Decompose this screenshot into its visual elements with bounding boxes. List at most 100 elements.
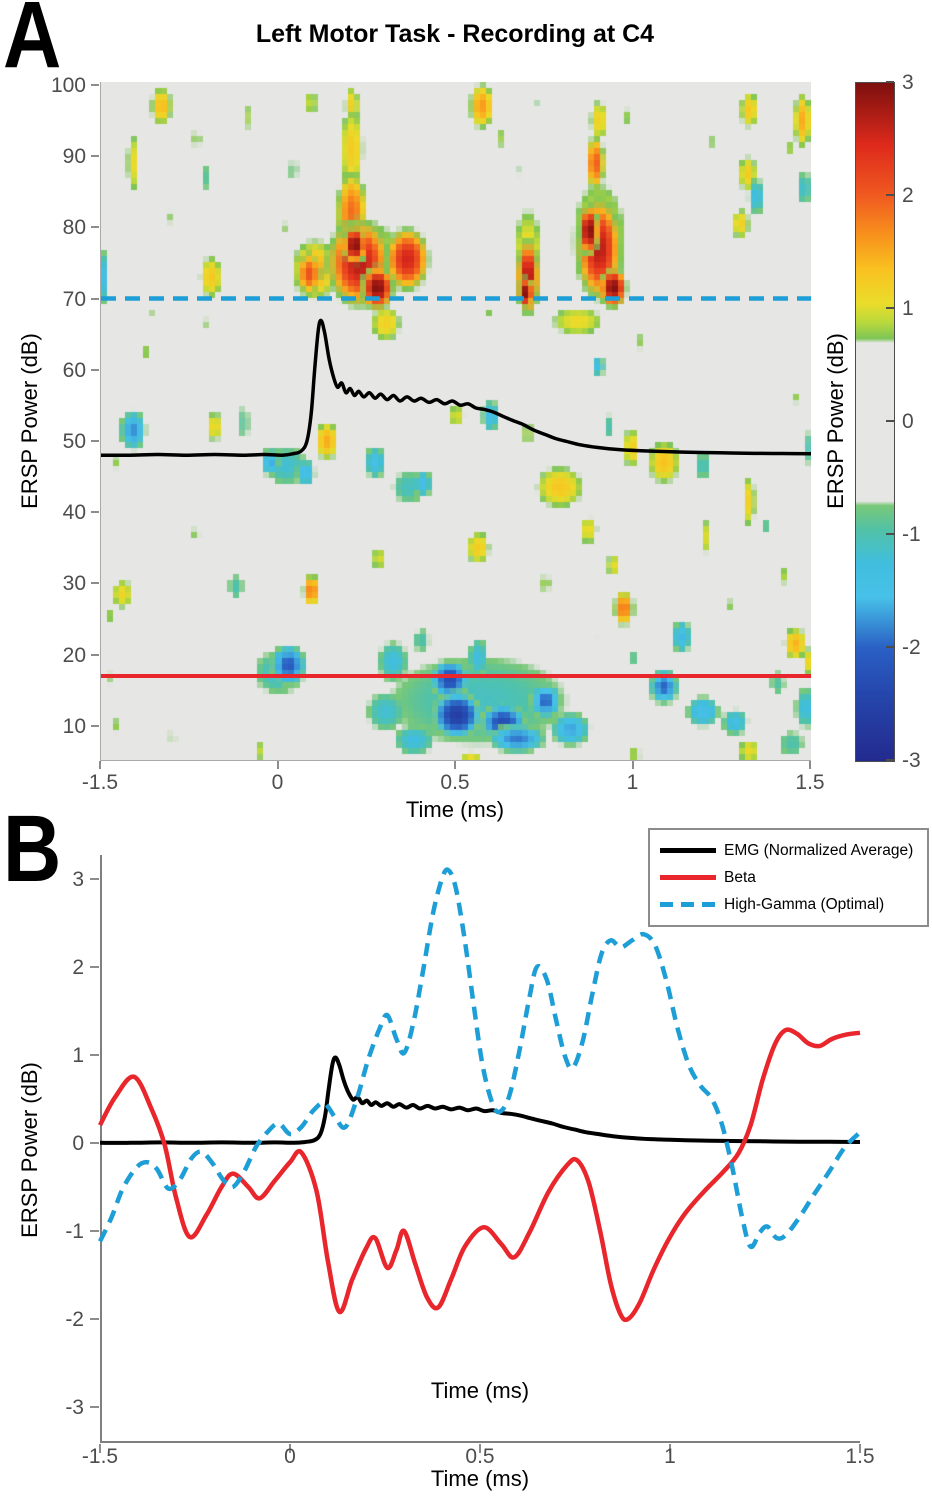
y-tick-mark xyxy=(90,1405,99,1408)
y-tick-label: 40 xyxy=(62,501,86,525)
colorbar-gradient xyxy=(856,83,894,761)
colorbar-tick-mark xyxy=(886,533,894,535)
x-tick-mark xyxy=(631,761,634,769)
series-beta-line xyxy=(98,1027,861,1323)
y-tick-mark xyxy=(91,226,99,229)
y-tick-mark xyxy=(90,877,99,880)
y-tick-mark xyxy=(90,965,99,968)
panel-b-letter: B xyxy=(3,796,62,902)
y-tick-label: 90 xyxy=(62,145,86,169)
y-tick-mark xyxy=(91,582,99,585)
colorbar-tick-label: 1 xyxy=(902,297,914,320)
x-tick-mark xyxy=(479,1444,481,1453)
panel-b-inner-time-label: Time (ms) xyxy=(430,1378,530,1403)
panel-b-y-axis-label: ERSP Power (dB) xyxy=(17,1062,42,1238)
y-tick-label: -3 xyxy=(65,1395,84,1419)
heatmap-plot-area xyxy=(100,82,812,761)
y-tick-mark xyxy=(90,1317,99,1320)
y-tick-label: 2 xyxy=(72,955,84,979)
panel-a-x-axis-label: Time (ms) xyxy=(405,797,505,822)
colorbar-label: ERSP Power (dB) xyxy=(823,333,848,509)
panel-a-letter: A xyxy=(3,0,62,88)
x-tick-mark xyxy=(276,761,279,769)
panel-a-overlay xyxy=(100,296,812,678)
x-tick-label: 0 xyxy=(284,1445,296,1468)
y-tick-label: 60 xyxy=(62,358,86,382)
x-tick-mark xyxy=(669,1444,671,1453)
colorbar-tick-mark xyxy=(886,307,894,309)
colorbar-tick-label: -3 xyxy=(902,749,921,772)
x-tick-label: 1.5 xyxy=(845,1445,875,1468)
x-tick-mark xyxy=(99,761,101,769)
x-tick-label: -1.5 xyxy=(81,1445,119,1468)
x-tick-label: 0 xyxy=(271,771,284,794)
line-plot-area xyxy=(100,855,860,1443)
colorbar xyxy=(855,82,895,762)
x-tick-mark xyxy=(809,761,811,769)
y-tick-mark xyxy=(90,1229,99,1232)
x-tick-label: -1.5 xyxy=(81,771,119,794)
x-tick-label: 0.5 xyxy=(465,1445,495,1468)
y-tick-mark xyxy=(90,1053,99,1056)
y-tick-label: -1 xyxy=(65,1219,84,1243)
y-tick-mark xyxy=(91,511,99,514)
legend-label: EMG (Normalized Average) xyxy=(724,841,914,859)
colorbar-tick-label: 2 xyxy=(902,184,914,207)
x-tick-label: 1.5 xyxy=(795,771,825,794)
legend-item: EMG (Normalized Average) xyxy=(660,837,919,864)
colorbar-tick-label: 0 xyxy=(902,410,914,433)
y-tick-mark xyxy=(91,368,99,371)
colorbar-tick-mark xyxy=(886,646,894,648)
panel-a-y-axis-label: ERSP Power (dB) xyxy=(17,333,42,509)
series-high-gamma-line xyxy=(97,867,862,1250)
x-tick-label: 1 xyxy=(664,1445,676,1468)
legend-item: High-Gamma (Optimal) xyxy=(660,891,919,918)
y-tick-label: 50 xyxy=(62,429,86,453)
colorbar-tick-label: -1 xyxy=(902,523,921,546)
series-emg-line xyxy=(99,1055,861,1145)
colorbar-tick-label: -2 xyxy=(902,636,921,659)
y-tick-label: 20 xyxy=(62,643,86,667)
y-tick-label: 0 xyxy=(72,1131,84,1155)
x-tick-mark xyxy=(99,1444,101,1453)
emg-trace-overlay xyxy=(100,318,812,457)
panel-a: A Left Motor Task - Recording at C4 100 9… xyxy=(3,0,921,822)
x-tick-mark xyxy=(289,1444,291,1453)
panel-b-curves xyxy=(97,867,862,1323)
legend-label: High-Gamma (Optimal) xyxy=(724,895,885,913)
y-tick-label: 3 xyxy=(72,867,84,891)
panel-a-title: Left Motor Task - Recording at C4 xyxy=(255,20,655,48)
x-tick-label: 1 xyxy=(626,771,639,794)
legend-line-sample-high-gamma xyxy=(660,902,716,907)
y-tick-mark xyxy=(91,653,99,656)
colorbar-tick-mark xyxy=(886,81,894,83)
colorbar-tick-label: 3 xyxy=(902,71,914,94)
ersp-heatmap-canvas xyxy=(101,82,811,760)
legend: EMG (Normalized Average) Beta High-Gamma (… xyxy=(648,828,929,927)
legend-line-sample-emg xyxy=(660,848,716,853)
x-tick-mark xyxy=(454,761,456,769)
colorbar-tick-mark xyxy=(886,759,894,761)
y-tick-mark xyxy=(91,724,99,727)
y-tick-label: 80 xyxy=(62,216,86,240)
y-tick-mark xyxy=(91,439,99,442)
panel-b-x-axis-label: Time (ms) xyxy=(430,1466,530,1491)
y-tick-label: 70 xyxy=(62,287,86,311)
legend-line-sample-beta xyxy=(660,875,716,880)
x-tick-mark xyxy=(859,1444,861,1453)
legend-item: Beta xyxy=(660,864,919,891)
y-tick-mark xyxy=(91,297,99,300)
y-tick-mark xyxy=(90,1141,99,1144)
x-tick-label: 0.5 xyxy=(440,771,470,794)
y-tick-mark xyxy=(91,155,99,158)
panel-b: B xyxy=(0,802,932,1498)
colorbar-tick-mark xyxy=(886,194,894,196)
y-tick-label: 100 xyxy=(50,73,86,97)
colorbar-tick-mark xyxy=(886,420,894,422)
y-tick-label: 1 xyxy=(72,1043,84,1067)
y-tick-label: -2 xyxy=(65,1307,84,1331)
y-tick-label: 30 xyxy=(62,572,86,596)
y-tick-label: 10 xyxy=(62,714,86,738)
legend-label: Beta xyxy=(724,868,756,886)
y-tick-mark xyxy=(91,83,99,86)
